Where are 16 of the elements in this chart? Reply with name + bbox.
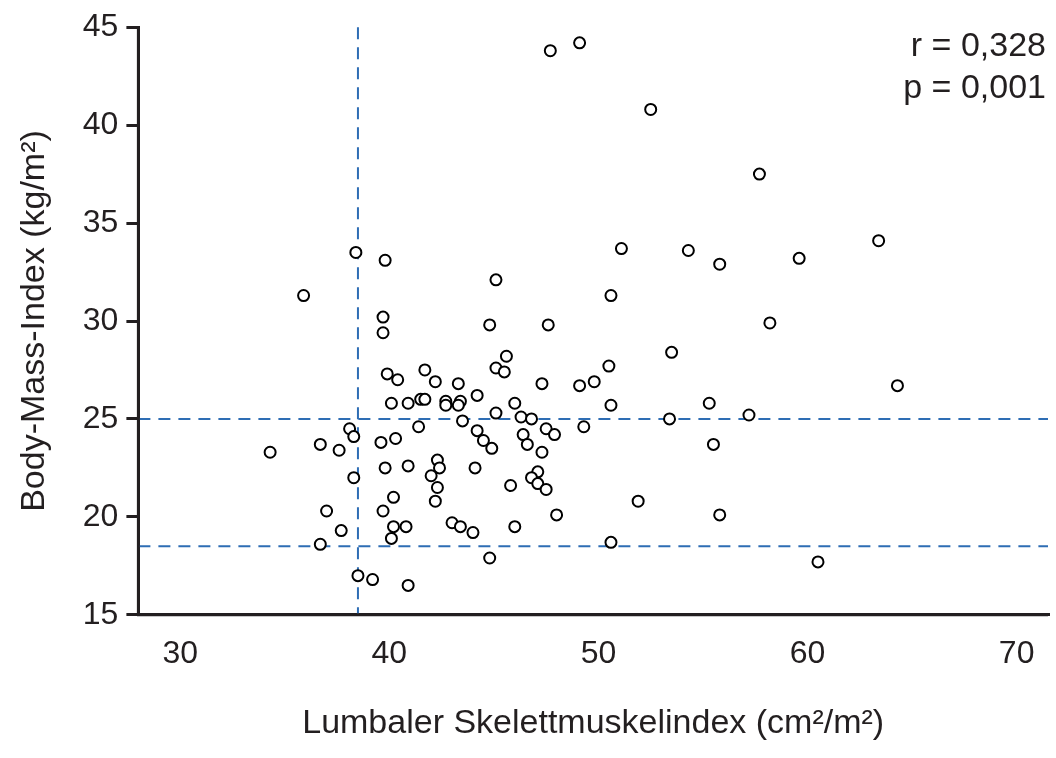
y-tick-label: 25 xyxy=(82,398,119,435)
x-tick-label: 40 xyxy=(371,633,408,670)
y-tick-label: 15 xyxy=(82,594,119,631)
x-axis-title: Lumbaler Skelettmuskelindex (cm²/m²) xyxy=(302,701,885,740)
y-tick-label: 45 xyxy=(82,7,119,44)
x-tick-label: 30 xyxy=(162,633,199,670)
x-tick-label: 70 xyxy=(998,633,1035,670)
annotation: r = 0,328 xyxy=(910,24,1046,63)
x-tick-label: 60 xyxy=(789,633,826,670)
y-tick-label: 40 xyxy=(82,104,119,141)
annotation: p = 0,001 xyxy=(903,66,1046,105)
y-tick-label: 30 xyxy=(82,300,119,337)
y-axis-title: Body-Mass-Index (kg/m²) xyxy=(12,130,51,512)
y-tick-label: 35 xyxy=(82,202,119,239)
x-tick-label: 50 xyxy=(580,633,617,670)
y-tick-label: 20 xyxy=(82,496,119,533)
